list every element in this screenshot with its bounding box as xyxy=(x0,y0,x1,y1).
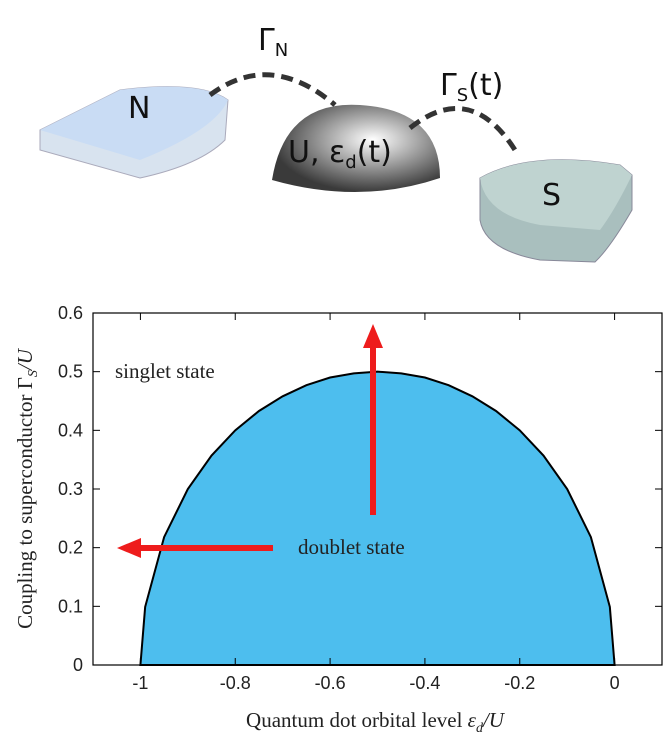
y-axis-label: Coupling to superconductor ΓS/U xyxy=(13,347,41,629)
gamma-n-label: ΓN xyxy=(258,23,288,61)
x-axis-label: Quantum dot orbital level εd/U xyxy=(246,708,506,735)
arrow-head xyxy=(363,324,383,348)
gamma-sub: N xyxy=(275,40,288,61)
area xyxy=(140,372,614,665)
label-part: /U xyxy=(482,708,506,732)
gamma-sub: S xyxy=(457,85,468,106)
dot-label-part: U, ε xyxy=(288,135,345,170)
x-tick-label: -1 xyxy=(132,673,148,693)
y-tick-label: 0.6 xyxy=(58,303,83,323)
arrow-head xyxy=(117,538,141,558)
x-tick-label: -0.4 xyxy=(409,673,440,693)
gamma-part: (t) xyxy=(468,68,503,103)
gamma-s-label: ΓS(t) xyxy=(440,68,503,106)
x-tick-label: -0.8 xyxy=(220,673,251,693)
y-tick-label: 0.1 xyxy=(58,596,83,616)
x-tick-label: 0 xyxy=(610,673,620,693)
y-tick-label: 0 xyxy=(73,655,83,675)
label-part: Quantum dot orbital level xyxy=(246,708,468,732)
annotation: singlet state xyxy=(115,359,215,383)
y-tick-label: 0.4 xyxy=(58,420,83,440)
figure: N U, εd(t) S ΓN ΓS(t) -1-0.8-0.6-0.4-0.2… xyxy=(0,0,664,735)
y-tick-label: 0.5 xyxy=(58,362,83,382)
lead-n-label: N xyxy=(128,91,150,126)
link-n xyxy=(210,75,335,105)
annotation: doublet state xyxy=(298,535,405,559)
dot-label: U, εd(t) xyxy=(288,135,392,173)
dot-label-part: (t) xyxy=(357,135,392,170)
label-part: Coupling to superconductor Γ xyxy=(13,377,37,629)
y-tick-label: 0.3 xyxy=(58,479,83,499)
x-tick-label: -0.6 xyxy=(315,673,346,693)
lead-s-label: S xyxy=(542,178,561,213)
dot-label-sub: d xyxy=(345,152,356,173)
gamma-part: Γ xyxy=(258,23,275,58)
label-part: /U xyxy=(13,347,37,371)
x-tick-label: -0.2 xyxy=(504,673,535,693)
diagram: N U, εd(t) S ΓN ΓS(t) xyxy=(40,23,632,262)
y-tick-label: 0.2 xyxy=(58,538,83,558)
gamma-part: Γ xyxy=(440,68,457,103)
label-sub: S xyxy=(26,370,41,377)
